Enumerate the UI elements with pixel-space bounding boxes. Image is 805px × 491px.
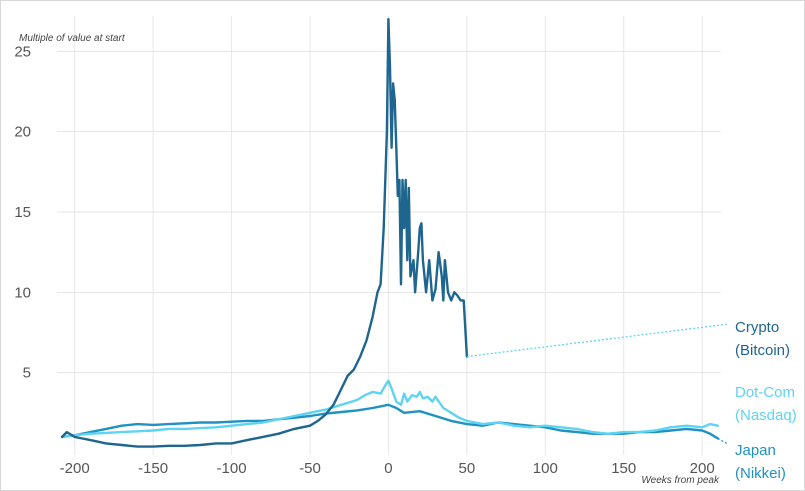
x-tick-label: -100	[217, 460, 247, 477]
x-tick-label: -150	[138, 460, 168, 477]
y-tick-label: 5	[23, 365, 31, 382]
x-tick-label: 50	[459, 460, 476, 477]
x-tick-label: 200	[690, 460, 715, 477]
series-line-dotcom	[60, 379, 720, 439]
x-tick-label: 150	[611, 460, 636, 477]
y-tick-label: 10	[14, 284, 31, 301]
series-label-dotcom: Dot-Com	[735, 384, 795, 401]
series-label-japan: Japan	[735, 442, 776, 459]
x-tick-label: 0	[384, 460, 392, 477]
label-leader-crypto	[466, 323, 730, 358]
series-label-crypto-sub: (Bitcoin)	[735, 342, 790, 359]
axes: -200 -150 -100 -50 0 50 100 150 200 5 10 15 20 25	[14, 43, 714, 477]
x-tick-label: -200	[60, 460, 90, 477]
y-axis-title: Multiple of value at start	[19, 33, 126, 44]
series-label-japan-sub: (Nikkei)	[735, 465, 786, 482]
series-labels: Crypto (Bitcoin) Dot-Com (Nasdaq) Japan (Nikk…	[466, 319, 797, 482]
gridlines	[57, 16, 721, 455]
series-label-crypto: Crypto	[735, 319, 779, 336]
series-label-dotcom-sub: (Nasdaq)	[735, 407, 797, 424]
series-line-crypto	[60, 18, 469, 448]
y-tick-label: 20	[14, 124, 31, 141]
x-axis-title: Weeks from peak	[641, 475, 720, 486]
x-tick-label: 100	[533, 460, 558, 477]
y-tick-label: 15	[14, 204, 31, 221]
x-tick-label: -50	[299, 460, 321, 477]
y-tick-label: 25	[14, 43, 31, 60]
label-leader-japan	[717, 437, 729, 445]
series-lines	[60, 18, 720, 448]
